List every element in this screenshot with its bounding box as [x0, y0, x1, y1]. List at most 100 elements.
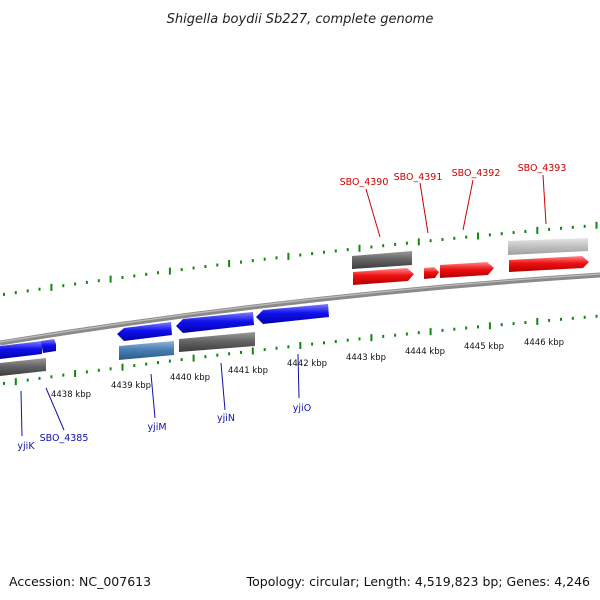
- forward-scale-major-tick: [595, 221, 598, 229]
- reverse-scale-minor-tick: [109, 367, 112, 371]
- forward-scale-minor-tick: [465, 235, 468, 239]
- forward-scale-major-tick: [109, 275, 112, 283]
- reverse-scale-minor-tick: [524, 321, 527, 324]
- gene-SBO_4392-arrow[interactable]: [440, 262, 494, 278]
- feature-yjiM-region[interactable]: [119, 341, 174, 360]
- forward-scale-major-tick: [477, 232, 479, 240]
- reverse-scale-minor-tick: [26, 378, 29, 382]
- tick-label-4440: 4440 kbp: [170, 373, 210, 383]
- forward-scale-minor-tick: [453, 236, 456, 240]
- reverse-scale-major-tick: [488, 322, 491, 330]
- label-yjiO[interactable]: yjiO: [293, 403, 311, 414]
- forward-scale-minor-tick: [500, 232, 503, 236]
- forward-scale-minor-tick: [346, 248, 349, 252]
- forward-scale-minor-tick: [263, 257, 266, 261]
- forward-scale-minor-tick: [548, 227, 551, 231]
- forward-scale-minor-tick: [157, 271, 159, 275]
- forward-scale-minor-tick: [512, 231, 515, 235]
- reverse-scale-minor-tick: [50, 375, 53, 379]
- forward-scale-minor-tick: [583, 224, 586, 228]
- label-yjiN[interactable]: yjiN: [217, 413, 235, 424]
- label-SBO_4391[interactable]: SBO_4391: [394, 172, 443, 183]
- label-yjiK[interactable]: yjiK: [17, 441, 35, 452]
- reverse-scale-major-tick: [121, 363, 124, 371]
- reverse-scale-minor-tick: [405, 332, 408, 336]
- label-yjiM[interactable]: yjiM: [147, 422, 166, 433]
- reverse-scale-major-tick: [251, 347, 254, 355]
- tick-label-4439: 4439 kbp: [111, 381, 151, 391]
- forward-scale-major-tick: [228, 260, 231, 267]
- forward-scale-minor-tick: [429, 239, 432, 243]
- leader-SBO_4385: [45, 387, 65, 431]
- reverse-scale-minor-tick: [62, 373, 65, 377]
- reverse-scale-minor-tick: [240, 350, 242, 354]
- tick-label-4444: 4444 kbp: [405, 347, 445, 357]
- reverse-scale-minor-tick: [512, 322, 515, 326]
- reverse-scale-minor-tick: [275, 346, 278, 350]
- reverse-scale-minor-tick: [441, 328, 444, 332]
- leader-yjiO: [297, 353, 300, 399]
- map-title: Shigella boydii Sb227, complete genome: [167, 12, 434, 27]
- forward-scale-minor-tick: [299, 253, 302, 257]
- forward-scale-major-tick: [536, 226, 539, 234]
- reverse-scale-major-tick: [429, 328, 432, 336]
- reverse-scale-minor-tick: [323, 341, 325, 345]
- reverse-scale-minor-tick: [453, 327, 456, 331]
- reverse-scale-minor-tick: [358, 337, 361, 341]
- gene-yjiK-arrow[interactable]: [0, 341, 42, 359]
- reverse-scale-minor-tick: [394, 333, 397, 337]
- forward-scale-minor-tick: [121, 276, 124, 279]
- label-SBO_4385[interactable]: SBO_4385: [40, 433, 89, 444]
- forward-scale-minor-tick: [180, 268, 183, 272]
- forward-scale-minor-tick: [275, 256, 278, 260]
- reverse-scale-minor-tick: [548, 318, 551, 322]
- forward-scale-minor-tick: [192, 266, 195, 270]
- forward-scale-minor-tick: [216, 263, 219, 267]
- gene-SBO_4393-arrow[interactable]: [509, 256, 589, 272]
- forward-scale-minor-tick: [251, 259, 254, 263]
- forward-scale-minor-tick: [145, 272, 148, 276]
- gene-yjiN-arrow[interactable]: [176, 312, 254, 333]
- feature-SBO_4393-region[interactable]: [508, 238, 588, 255]
- gene-SBO_4390-arrow[interactable]: [353, 268, 414, 285]
- tick-label-4441: 4441 kbp: [228, 366, 268, 376]
- gene-SBO_4391-arrow[interactable]: [424, 267, 439, 279]
- forward-scale-minor-tick: [560, 226, 562, 230]
- leader-SBO_4392: [462, 179, 474, 231]
- reverse-scale-minor-tick: [168, 359, 171, 363]
- tick-label-4438: 4438 kbp: [51, 390, 91, 400]
- reverse-scale-major-tick: [192, 354, 195, 362]
- reverse-scale-minor-tick: [180, 358, 183, 362]
- reverse-scale-minor-tick: [287, 345, 290, 349]
- leader-yjiN: [220, 362, 226, 411]
- reverse-scale-minor-tick: [85, 370, 88, 374]
- gene-SBO_4385-arrow[interactable]: [41, 339, 56, 353]
- genome-summary-text: Topology: circular; Length: 4,519,823 bp…: [246, 574, 590, 589]
- leader-SBO_4391: [419, 182, 429, 234]
- reverse-scale-minor-tick: [560, 317, 562, 321]
- feature-yjiN-region[interactable]: [179, 332, 255, 352]
- forward-scale-major-tick: [417, 238, 420, 246]
- label-SBO_4390[interactable]: SBO_4390: [340, 177, 389, 188]
- reverse-scale-minor-tick: [145, 362, 148, 366]
- reverse-scale-minor-tick: [346, 338, 349, 342]
- reverse-scale-minor-tick: [382, 334, 385, 338]
- forward-scale-minor-tick: [405, 241, 408, 245]
- feature-SBO_4390-region[interactable]: [352, 251, 412, 269]
- forward-scale-minor-tick: [62, 284, 65, 288]
- reverse-scale-minor-tick: [500, 323, 503, 327]
- tick-label-4442: 4442 kbp: [287, 359, 327, 369]
- label-SBO_4392[interactable]: SBO_4392: [452, 168, 501, 179]
- forward-scale-major-tick: [168, 267, 171, 275]
- feature-yjiK-region[interactable]: [0, 358, 46, 376]
- label-SBO_4393[interactable]: SBO_4393: [518, 163, 567, 174]
- forward-scale-minor-tick: [85, 280, 88, 284]
- gene-yjiO-arrow[interactable]: [256, 304, 329, 324]
- forward-scale-minor-tick: [571, 225, 574, 229]
- gene-yjiM-arrow[interactable]: [117, 322, 172, 341]
- reverse-scale-major-tick: [74, 370, 77, 377]
- forward-scale-minor-tick: [382, 244, 385, 248]
- tick-label-4446: 4446 kbp: [524, 338, 564, 348]
- forward-scale-minor-tick: [3, 292, 5, 296]
